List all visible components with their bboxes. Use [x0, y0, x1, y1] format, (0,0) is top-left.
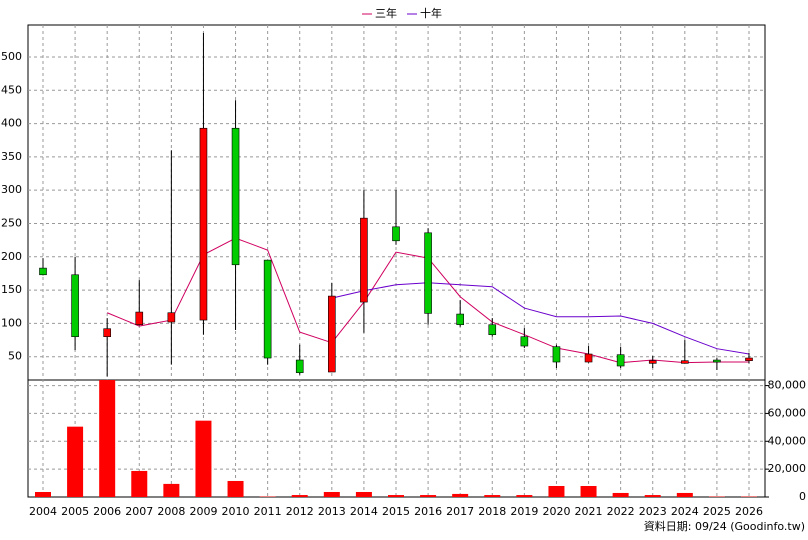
x-tick-label: 2018 — [478, 505, 506, 518]
y-tick-label: 250 — [1, 216, 22, 229]
candle-body — [328, 295, 336, 373]
volume-bar — [163, 483, 180, 497]
x-tick-label: 2022 — [607, 505, 635, 518]
volume-bar — [67, 426, 84, 497]
candle-body — [199, 127, 208, 321]
candle-body — [39, 267, 47, 276]
y2-tick-label: 0 — [799, 490, 806, 503]
volume-bar — [195, 420, 212, 497]
x-tick-label: 2015 — [382, 505, 410, 518]
candle-body — [103, 328, 111, 338]
y-tick-label: 200 — [1, 250, 22, 263]
volume-bar — [420, 495, 437, 497]
x-tick-label: 2020 — [542, 505, 570, 518]
y2-tick-label: 60,000 — [768, 406, 807, 419]
x-tick-label: 2016 — [414, 505, 442, 518]
volume-bar — [644, 495, 661, 497]
x-tick-label: 2011 — [254, 505, 282, 518]
y-tick-label: 150 — [1, 283, 22, 296]
volume-bar — [355, 491, 372, 497]
candle-body — [167, 312, 176, 323]
x-tick-label: 2007 — [125, 505, 153, 518]
x-tick-label: 2014 — [350, 505, 378, 518]
x-tick-label: 2023 — [639, 505, 667, 518]
candle-body — [745, 357, 753, 361]
volume-bar — [291, 495, 308, 497]
candle-body — [231, 127, 240, 266]
volume-bar — [548, 485, 565, 497]
volume-bar — [35, 491, 51, 497]
candle-body — [135, 311, 144, 326]
x-tick-label: 2024 — [671, 505, 699, 518]
x-tick-label: 2004 — [29, 505, 57, 518]
volume-bar — [323, 491, 340, 497]
y2-tick-label: 20,000 — [768, 462, 807, 475]
volume-bar — [131, 470, 148, 497]
y2-tick-label: 80,000 — [768, 379, 807, 392]
candle-body — [520, 336, 529, 347]
x-tick-label: 2008 — [157, 505, 185, 518]
y-tick-label: 400 — [1, 117, 22, 130]
candle-body — [648, 360, 657, 364]
candle-body — [584, 353, 593, 363]
y-tick-label: 450 — [1, 83, 22, 96]
legend-label: 十年 — [420, 6, 442, 20]
x-tick-label: 2012 — [286, 505, 314, 518]
y-tick-label: 100 — [1, 316, 22, 329]
candle-body — [71, 274, 79, 338]
x-tick-label: 2026 — [735, 505, 763, 518]
volume-bar — [227, 480, 244, 497]
candle-body — [295, 359, 304, 373]
candle-body — [263, 259, 272, 359]
x-tick-label: 2021 — [575, 505, 603, 518]
x-tick-label: 2009 — [189, 505, 217, 518]
volume-bar — [580, 485, 597, 497]
volume-bar — [612, 492, 629, 497]
candle-body — [488, 324, 497, 336]
y-tick-label: 300 — [1, 183, 22, 196]
candle-body — [424, 232, 432, 314]
y2-tick-label: 40,000 — [768, 434, 807, 447]
candle-body — [681, 360, 689, 364]
volume-bar — [452, 493, 469, 497]
x-tick-label: 2025 — [703, 505, 731, 518]
y-tick-label: 350 — [1, 150, 22, 163]
x-tick-label: 2019 — [510, 505, 538, 518]
volume-bar — [484, 495, 501, 497]
candle-body — [713, 359, 721, 363]
candle-body — [392, 226, 400, 242]
x-tick-label: 2005 — [61, 505, 89, 518]
y-tick-label: 50 — [8, 350, 22, 363]
volume-bar — [388, 495, 404, 497]
legend-label: 三年 — [375, 6, 397, 20]
candle-body — [616, 354, 625, 367]
x-tick-label: 2017 — [446, 505, 474, 518]
x-tick-label: 2010 — [222, 505, 250, 518]
volume-bar — [516, 495, 533, 497]
footer: 資料日期: 09/24 (Goodinfo.tw) — [644, 519, 805, 533]
x-tick-label: 2013 — [318, 505, 346, 518]
ma-line — [331, 282, 750, 355]
candle-body — [552, 346, 561, 363]
y-tick-label: 500 — [1, 50, 22, 63]
x-tick-label: 2006 — [93, 505, 121, 518]
volume-bar — [676, 492, 693, 497]
volume-bar — [99, 380, 116, 497]
candle-body — [456, 313, 464, 326]
candle-body — [360, 217, 368, 303]
